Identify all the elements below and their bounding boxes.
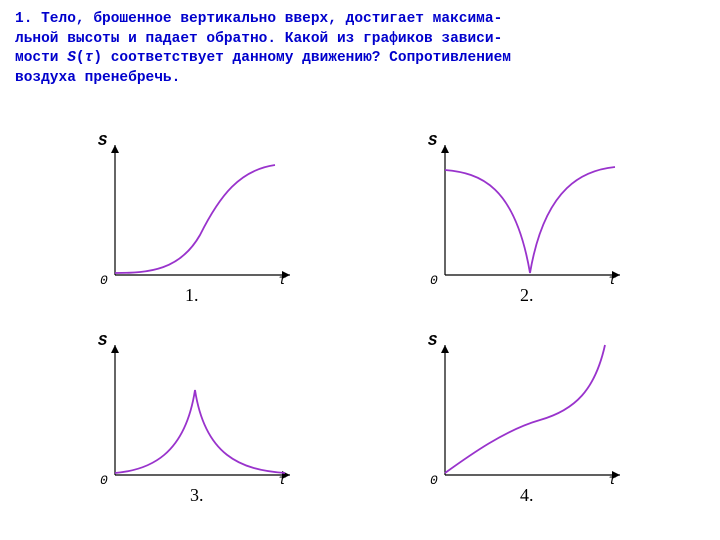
chart-3: S τ 0 3. <box>80 335 310 510</box>
x-label-tau: τ <box>608 473 616 489</box>
q-line1: 1. Тело, брошенное вертикально вверх, до… <box>15 11 502 27</box>
origin-0: 0 <box>430 273 438 288</box>
y-label-S: S <box>428 333 437 350</box>
q-line3-suffix: соответствует данному движению? Сопротив… <box>102 50 511 66</box>
x-label-tau: τ <box>608 273 616 289</box>
chart-number-1: 1. <box>185 285 199 306</box>
q-line2: льной высоты и падает обратно. Какой из … <box>15 31 502 47</box>
origin-0: 0 <box>430 473 438 488</box>
q-line3-prefix: мости <box>15 50 67 66</box>
origin-0: 0 <box>100 473 108 488</box>
x-label-tau: τ <box>278 273 286 289</box>
chart-2-svg <box>410 135 640 310</box>
q-paren-open: ( <box>76 50 85 66</box>
curve-1 <box>115 165 275 273</box>
origin-0: 0 <box>100 273 108 288</box>
chart-1-svg <box>80 135 310 310</box>
chart-number-4: 4. <box>520 485 534 506</box>
q-paren-close: ) <box>93 50 102 66</box>
curve-3 <box>115 390 285 473</box>
y-label-S: S <box>98 333 107 350</box>
y-axis-arrow <box>111 345 119 353</box>
y-axis-arrow <box>111 145 119 153</box>
q-line4: воздуха пренебречь. <box>15 70 180 86</box>
y-axis-arrow <box>441 145 449 153</box>
chart-number-3: 3. <box>190 485 204 506</box>
q-var-S: S <box>67 50 76 66</box>
chart-3-svg <box>80 335 310 510</box>
chart-4-svg <box>410 335 640 510</box>
curve-4 <box>445 345 605 473</box>
x-label-tau: τ <box>278 473 286 489</box>
charts-grid: S τ 0 1. S τ 0 2. S τ 0 3. <box>80 135 660 525</box>
y-label-S: S <box>98 133 107 150</box>
y-axis-arrow <box>441 345 449 353</box>
y-label-S: S <box>428 133 437 150</box>
chart-number-2: 2. <box>520 285 534 306</box>
chart-4: S τ 0 4. <box>410 335 640 510</box>
question-text: 1. Тело, брошенное вертикально вверх, до… <box>0 0 720 93</box>
chart-2: S τ 0 2. <box>410 135 640 310</box>
curve-2 <box>445 167 615 273</box>
chart-1: S τ 0 1. <box>80 135 310 310</box>
